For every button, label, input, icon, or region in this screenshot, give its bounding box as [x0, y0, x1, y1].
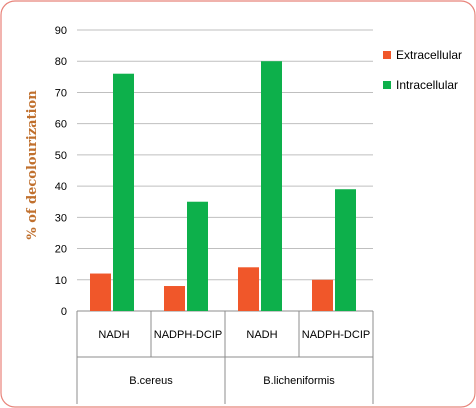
- legend: Extracellular Intracellular: [383, 48, 462, 92]
- x-tick-label: NADH: [246, 329, 277, 341]
- bar-intracellular: [187, 201, 208, 311]
- y-tick-label: 90: [55, 25, 67, 37]
- x-tick-label: NADPH-DCIP: [154, 329, 222, 341]
- y-tick-label: 30: [55, 212, 67, 224]
- y-axis-title: % of decolourization: [25, 90, 40, 240]
- bar-extracellular: [164, 286, 185, 311]
- y-tick-label: 60: [55, 119, 67, 131]
- y-tick-label: 40: [55, 181, 67, 193]
- y-tick-label: 80: [55, 56, 67, 68]
- y-tick-label: 0: [61, 306, 67, 318]
- y-tick-label: 20: [55, 244, 67, 256]
- x-tick-label: NADH: [98, 329, 129, 341]
- bar-extracellular: [312, 279, 333, 311]
- legend-swatch: [383, 51, 391, 59]
- x-group-label: B.licheniformis: [263, 375, 335, 387]
- legend-label: Extracellular: [396, 48, 462, 62]
- bar-intracellular: [335, 189, 356, 311]
- legend-swatch: [383, 81, 391, 89]
- bars: [90, 61, 356, 311]
- bar-extracellular: [90, 273, 111, 311]
- legend-label: Intracellular: [396, 78, 458, 92]
- bar-intracellular: [113, 73, 134, 311]
- x-group-label: B.cereus: [129, 375, 173, 387]
- y-tick-label: 10: [55, 275, 67, 287]
- bar-extracellular: [238, 267, 259, 311]
- x-tick-label: NADPH-DCIP: [302, 329, 370, 341]
- bar-intracellular: [261, 61, 282, 311]
- y-tick-label: 70: [55, 87, 67, 99]
- y-tick-labels: 0 10 20 30 40 50 60 70 80 90: [55, 25, 67, 318]
- x-axis: NADH NADPH-DCIP NADH NADPH-DCIP B.cereus B.li…: [76, 311, 374, 404]
- y-tick-label: 50: [55, 150, 67, 162]
